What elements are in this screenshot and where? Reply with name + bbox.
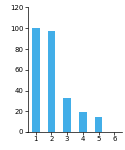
Bar: [63, 98, 71, 132]
Bar: [95, 117, 102, 132]
Bar: [48, 31, 55, 132]
Bar: [79, 112, 87, 132]
Bar: [32, 28, 40, 132]
